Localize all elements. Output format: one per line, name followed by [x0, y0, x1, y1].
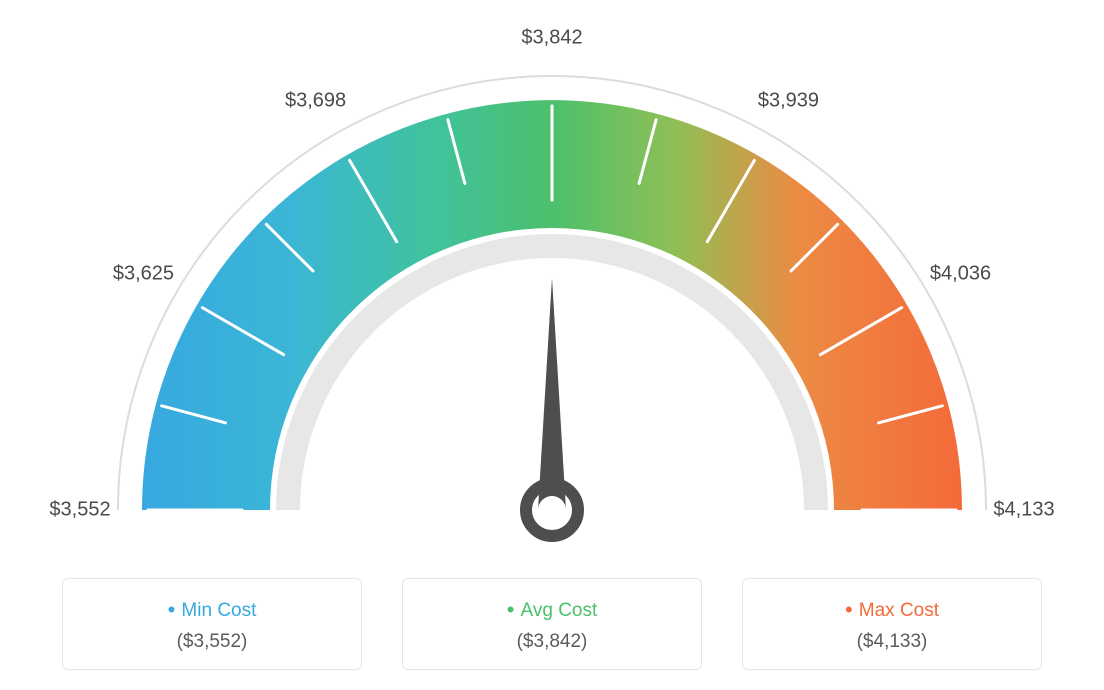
legend-value-min: ($3,552) [73, 631, 351, 653]
legend-value-max: ($4,133) [753, 631, 1031, 653]
gauge-tick-label: $3,842 [521, 27, 582, 50]
legend-title-max: Max Cost [753, 597, 1031, 623]
gauge-tick-label: $3,939 [758, 90, 819, 113]
legend-card-min: Min Cost ($3,552) [62, 578, 362, 670]
gauge-tick-label: $4,133 [993, 499, 1054, 522]
gauge-tick-label: $3,625 [113, 262, 174, 285]
legend-title-min: Min Cost [73, 597, 351, 623]
legend-card-max: Max Cost ($4,133) [742, 578, 1042, 670]
gauge-tick-label: $3,552 [49, 499, 110, 522]
gauge-tick-label: $4,036 [930, 262, 991, 285]
gauge-tick-label: $3,698 [285, 90, 346, 113]
gauge-chart: $3,552 $3,625 $3,698 $3,842 $3,939 $4,036 $4,1… [0, 0, 1104, 560]
legend-value-avg: ($3,842) [413, 631, 691, 653]
legend-title-avg: Avg Cost [413, 597, 691, 623]
legend-row: Min Cost ($3,552) Avg Cost ($3,842) Max … [0, 578, 1104, 670]
legend-card-avg: Avg Cost ($3,842) [402, 578, 702, 670]
